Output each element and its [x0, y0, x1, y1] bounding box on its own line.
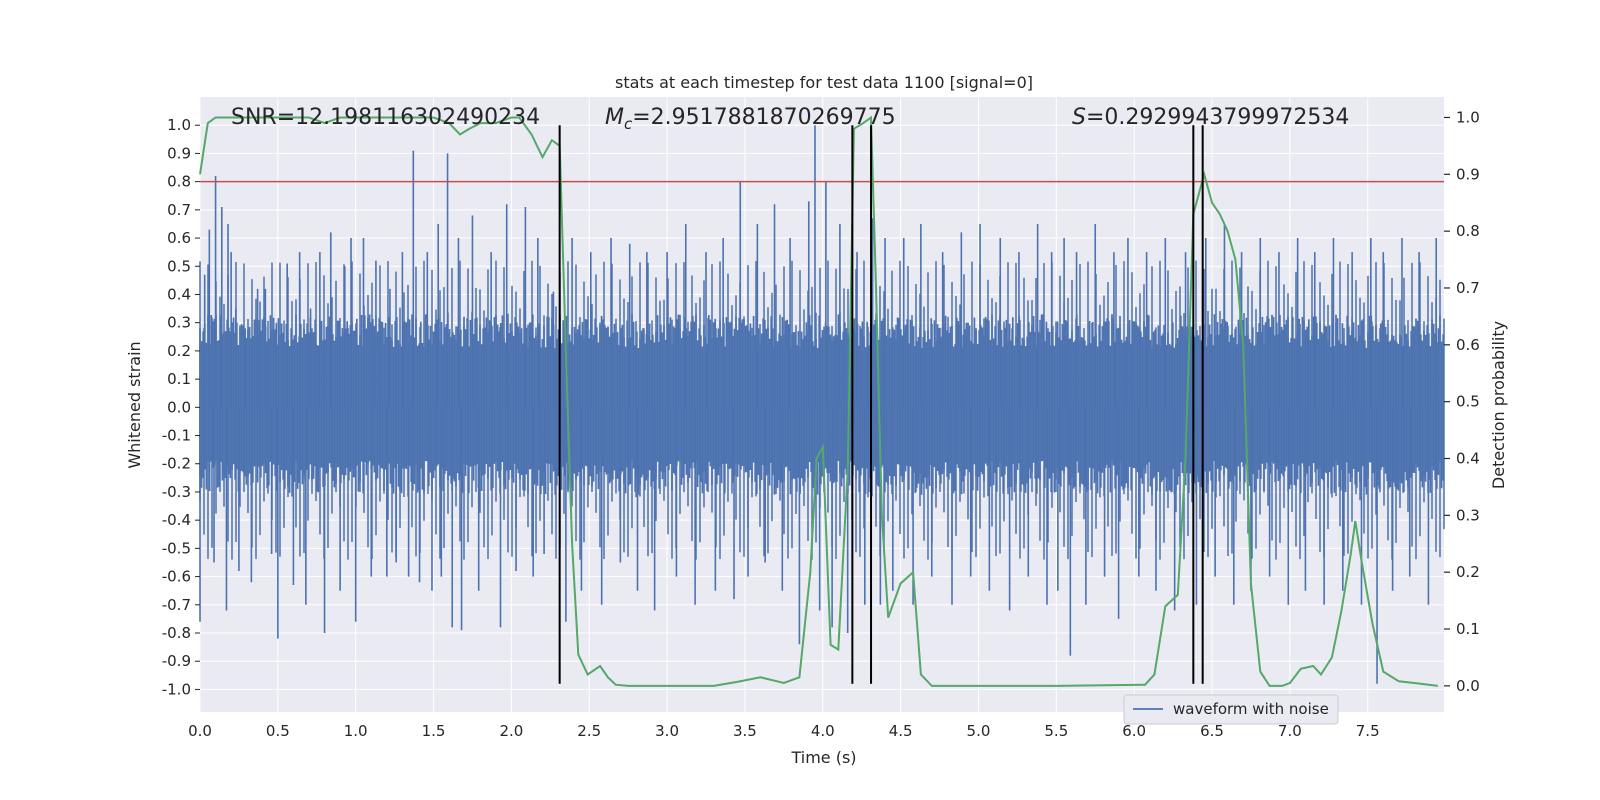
y-right-tick-label: 0.9 [1456, 165, 1480, 183]
chart-title: stats at each timestep for test data 110… [615, 73, 1033, 92]
y-left-tick-label: 0.9 [167, 144, 191, 162]
x-tick-label: 4.0 [811, 722, 835, 740]
y-left-tick-label: -0.8 [162, 624, 191, 642]
y-left-tick-label: -0.3 [162, 483, 191, 501]
y-right-tick-label: 0.2 [1456, 563, 1480, 581]
s-value: =0.2929943799972534 [1086, 105, 1349, 130]
y-left-tick-label: -0.5 [162, 539, 191, 557]
x-axis-title: Time (s) [790, 748, 856, 767]
x-tick-label: 3.0 [655, 722, 679, 740]
x-tick-label: 5.5 [1044, 722, 1068, 740]
y-left-tick-label: 0.5 [167, 257, 191, 275]
y-axis-left-title: Whitened strain [125, 341, 144, 468]
x-tick-label: 2.0 [499, 722, 523, 740]
chirp-mass-symbol: M [605, 105, 624, 130]
y-left-tick-label: -0.2 [162, 455, 191, 473]
y-left-tick-label: 0.0 [167, 398, 191, 416]
snr-annotation: SNR=12.198116302490234 [231, 105, 540, 130]
y-left-tick-label: -0.4 [162, 511, 191, 529]
x-tick-label: 0.0 [188, 722, 212, 740]
y-right-tick-label: 0.5 [1456, 393, 1480, 411]
x-tick-label: 7.5 [1356, 722, 1380, 740]
probability-series [199, 115, 1438, 687]
y-left-tick-label: 0.6 [167, 229, 191, 247]
y-left-tick-label: 0.8 [167, 173, 191, 191]
y-left-tick-label: -0.1 [162, 427, 191, 445]
y-left-tick-label: 1.0 [167, 116, 191, 134]
s-annotation: S=0.2929943799972534 [1072, 105, 1349, 130]
y-left-tick-label: 0.4 [167, 285, 191, 303]
y-right-tick-label: 0.6 [1456, 336, 1480, 354]
y-right-tick-label: 0.4 [1456, 449, 1480, 467]
y-left-tick-label: -0.7 [162, 596, 191, 614]
x-tick-label: 1.5 [422, 722, 446, 740]
legend: waveform with noise [1123, 694, 1339, 725]
y-right-tick-label: 0.7 [1456, 279, 1480, 297]
y-left-tick-label: 0.3 [167, 314, 191, 332]
x-tick-label: 0.5 [266, 722, 290, 740]
y-left-tick-label: -0.6 [162, 568, 191, 586]
y-left-tick-label: -0.9 [162, 652, 191, 670]
x-tick-label: 2.5 [577, 722, 601, 740]
y-right-tick-label: 0.3 [1456, 506, 1480, 524]
axes: 0.0 0.5 1.0 1.5 2.0 2.5 3.0 3.5 4.0 4.5 5.0 5.5 6.0 6… [162, 108, 1480, 740]
y-right-tick-label: 1.0 [1456, 108, 1480, 126]
y-axis-right-title: Detection probability [1489, 321, 1508, 489]
y-left-tick-label: 0.1 [167, 370, 191, 388]
x-tick-label: 5.0 [967, 722, 991, 740]
x-tick-label: 4.5 [889, 722, 913, 740]
x-tick-label: 6.5 [1200, 722, 1224, 740]
y-left-tick-label: -1.0 [162, 680, 191, 698]
chirp-mass-annotation: Mc=2.9517881870269775 [605, 105, 896, 133]
y-right-tick-label: 0.0 [1456, 677, 1480, 695]
vertical-markers [558, 125, 1204, 684]
x-tick-label: 6.0 [1122, 722, 1146, 740]
y-left-tick-label: 0.7 [167, 201, 191, 219]
chirp-mass-subscript: c [624, 115, 633, 133]
waveform-series [199, 125, 1445, 684]
legend-label-waveform: waveform with noise [1173, 700, 1329, 718]
legend-box [1123, 694, 1339, 725]
x-tick-label: 7.0 [1278, 722, 1302, 740]
y-right-tick-label: 0.8 [1456, 222, 1480, 240]
detection-probability-line [199, 115, 1438, 687]
y-left-tick-label: 0.2 [167, 342, 191, 360]
y-right-tick-label: 0.1 [1456, 620, 1480, 638]
chirp-mass-value: =2.9517881870269775 [632, 105, 895, 130]
s-symbol: S [1072, 105, 1086, 130]
x-tick-label: 3.5 [733, 722, 757, 740]
x-tick-label: 1.0 [344, 722, 368, 740]
